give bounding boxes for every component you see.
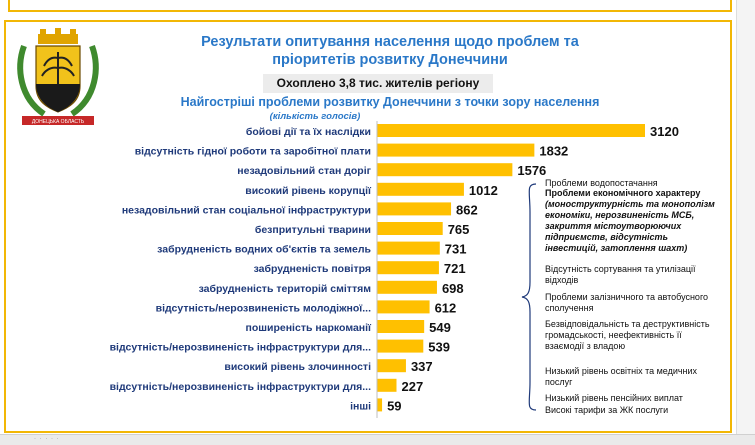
bar [377, 124, 645, 137]
bar [377, 359, 406, 373]
bar [377, 202, 452, 216]
note-community: Безвідповідальність та деструктивність г… [545, 319, 710, 351]
emblem-ribbon-text: ДОНЕЦЬКА ОБЛАСТЬ [32, 119, 85, 125]
bar [377, 261, 439, 275]
chart-unit: (кількість голосів) [269, 111, 361, 122]
value-label: 862 [456, 202, 478, 217]
bar [377, 300, 430, 314]
value-label: 337 [411, 359, 433, 374]
previous-slide-border [8, 0, 732, 12]
value-label: 539 [428, 340, 450, 355]
category-label: відсутність/нерозвиненість інфраструктур… [110, 381, 371, 393]
bar [377, 143, 535, 157]
page-title: Результати опитування населення щодо про… [150, 33, 630, 69]
coverage-label: Охоплено 3,8 тис. жителів регіону [263, 74, 493, 93]
note-tariffs: Високі тарифи за ЖК послуги [545, 405, 669, 415]
viewer-scrollbar[interactable] [736, 0, 755, 434]
value-label: 612 [435, 300, 457, 315]
bar [377, 280, 437, 294]
category-label: бойові дії та їх наслідки [246, 126, 371, 138]
bar [377, 163, 513, 177]
category-label: незадовільний стан соціальної інфраструк… [122, 204, 371, 216]
coat-of-arms-icon: ДОНЕЦЬКА ОБЛАСТЬ [17, 28, 99, 125]
category-label: високий рівень корупції [245, 185, 372, 197]
category-label: відсутність/нерозвиненість інфраструктур… [110, 342, 371, 354]
bar [377, 398, 383, 412]
value-label: 3120 [650, 124, 679, 139]
note-transport: Проблеми залізничного та автобусного спо… [545, 292, 709, 313]
title-line-2: пріоритетів розвитку Донеччини [272, 52, 508, 68]
value-label: 549 [429, 320, 451, 335]
bar [377, 241, 440, 255]
next-slide-strip: · · · · · [0, 434, 755, 445]
value-label: 227 [401, 379, 423, 394]
brace-icon [521, 183, 537, 411]
note-pensions: Низький рівень пенсійних виплат [545, 393, 683, 403]
value-label: 698 [442, 281, 464, 296]
category-label: поширеність наркоманії [246, 322, 373, 334]
value-label: 1012 [469, 183, 498, 198]
value-label: 721 [444, 261, 466, 276]
note-services: Низький рівень освітніх та медичних посл… [545, 366, 698, 387]
category-label: безпритульні тварини [255, 224, 371, 236]
category-label: відсутність/нерозвиненість молодіжної... [156, 302, 371, 314]
bar [377, 378, 397, 392]
chart-title: Найгостріші проблеми розвитку Донеччини … [180, 95, 600, 109]
bar [377, 222, 443, 235]
category-label: інші [350, 400, 371, 412]
category-label: незадовільний стан доріг [237, 165, 371, 177]
value-label: 765 [448, 222, 470, 237]
bar [377, 320, 425, 333]
value-label: 731 [445, 242, 467, 257]
value-label: 1576 [517, 163, 546, 178]
category-label: забрудненість територій сміттям [199, 283, 372, 295]
category-label: забрудненість повітря [254, 263, 371, 275]
note-economic-title: Проблеми економічного характеру [545, 188, 701, 198]
bar [377, 339, 424, 353]
value-label: 1832 [539, 144, 568, 159]
bar [377, 182, 464, 196]
category-label: високий рівень злочинності [224, 361, 371, 373]
note-waste-sorting: Відсутність сортування та утилізації від… [545, 264, 696, 285]
value-label: 59 [387, 398, 401, 413]
category-label: відсутність гідної роботи та заробітної … [135, 146, 371, 158]
note-water-supply: Проблеми водопостачання [545, 178, 658, 188]
title-line-1: Результати опитування населення щодо про… [201, 34, 579, 50]
note-economic-detail: (моноструктурність та монополізм економі… [545, 199, 715, 253]
note-economic: Проблеми економічного характеру (моностр… [545, 188, 720, 254]
category-label: забрудненість водних об'єктів та земель [157, 244, 371, 256]
